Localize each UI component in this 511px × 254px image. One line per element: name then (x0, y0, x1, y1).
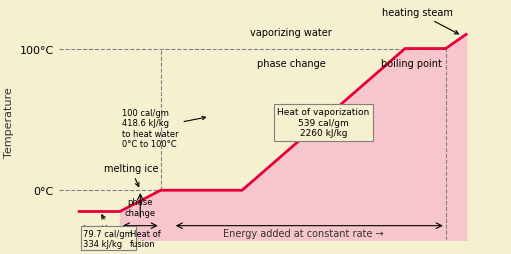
Text: boiling point: boiling point (381, 59, 442, 69)
Y-axis label: Temperature: Temperature (4, 87, 14, 157)
Text: 79.7 cal/gm
334 kJ/kg: 79.7 cal/gm 334 kJ/kg (83, 229, 133, 248)
Text: heating steam: heating steam (382, 8, 458, 35)
Text: 100 cal/gm
418.6 kJ/kg
to heat water
0°C to 100°C: 100 cal/gm 418.6 kJ/kg to heat water 0°C… (122, 109, 205, 149)
Text: Heat of
fusion: Heat of fusion (130, 229, 161, 248)
Text: vaporizing water: vaporizing water (250, 28, 332, 38)
Text: Energy added at constant rate →: Energy added at constant rate → (223, 229, 384, 239)
Text: phase change: phase change (257, 59, 326, 69)
Text: Heat of vaporization
539 cal/gm
2260 kJ/kg: Heat of vaporization 539 cal/gm 2260 kJ/… (277, 108, 369, 138)
Text: melting ice: melting ice (104, 164, 158, 187)
Text: phase
change: phase change (125, 198, 156, 217)
Text: heating ice: heating ice (83, 215, 138, 234)
